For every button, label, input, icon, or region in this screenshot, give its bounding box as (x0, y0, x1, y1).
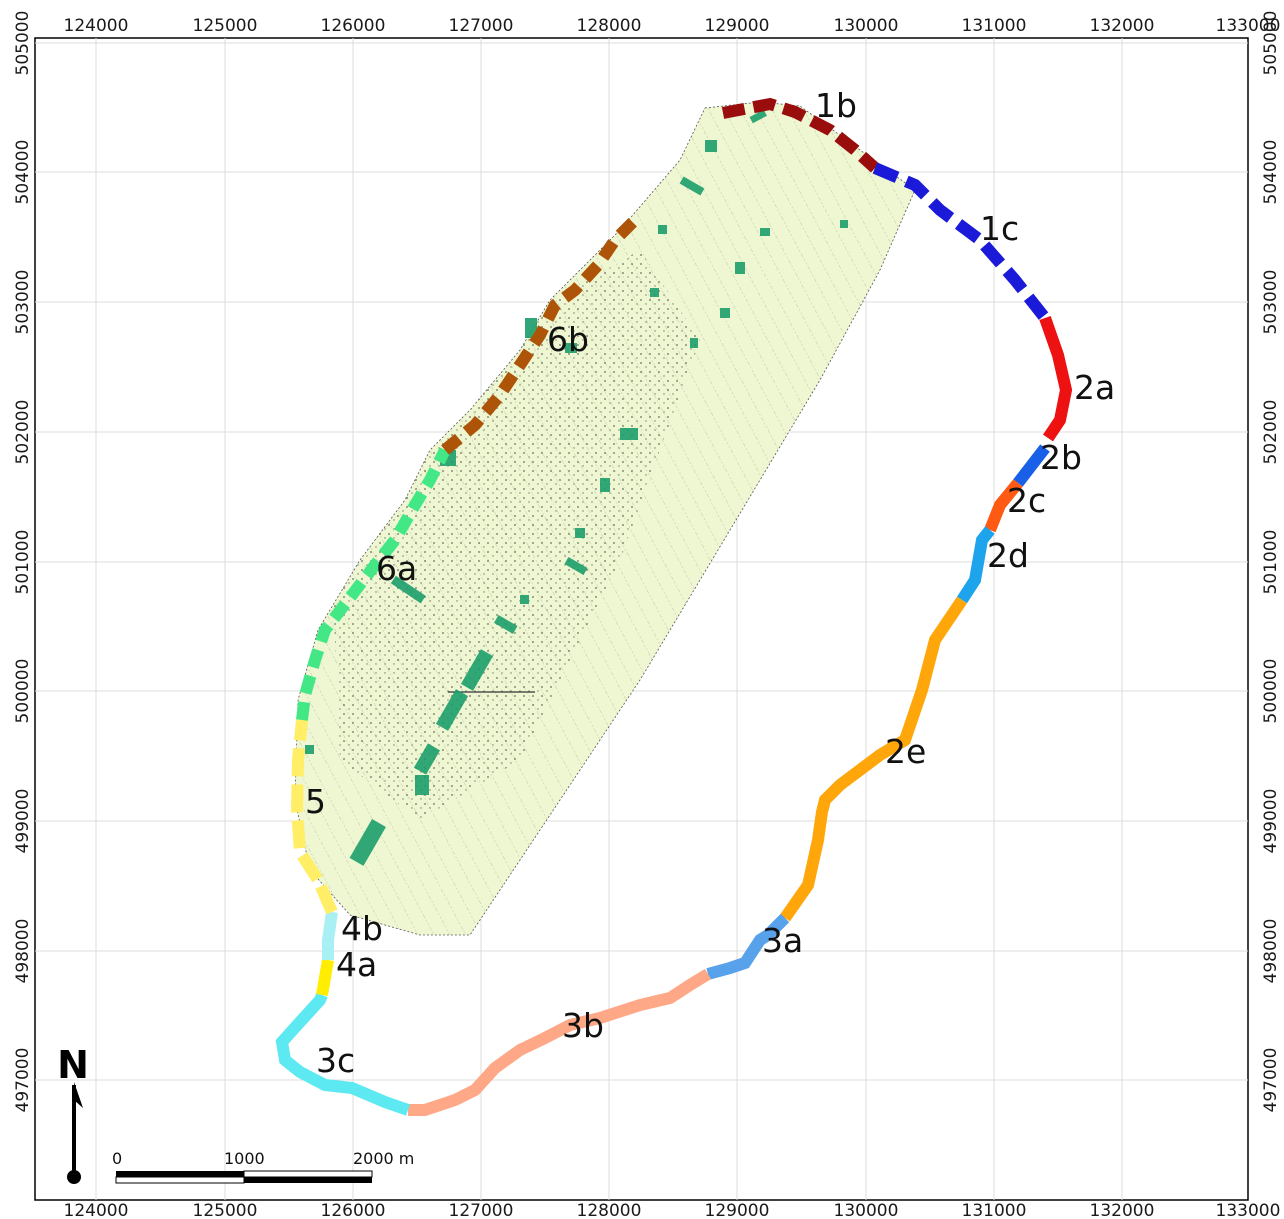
y-tick-label: 501000 (1261, 530, 1281, 595)
y-tick-label: 499000 (1261, 789, 1281, 854)
y-tick-label: 498000 (13, 919, 33, 984)
segment-2b-line (1013, 444, 1050, 487)
x-tick-label: 130000 (834, 1201, 899, 1219)
x-axis-top: 124000 125000 126000 127000 128000 12900… (64, 16, 1281, 36)
x-tick-label: 125000 (193, 16, 258, 36)
x-tick-label: 127000 (449, 16, 514, 36)
label-3a: 3a (762, 921, 803, 960)
scale-bar: 0 1000 2000 m (112, 1149, 414, 1184)
label-4b: 4b (341, 909, 383, 948)
label-1c: 1c (980, 209, 1019, 248)
label-1b: 1b (815, 86, 857, 125)
x-tick-label: 130000 (834, 16, 899, 36)
segment-3a-line (706, 913, 790, 980)
segment-3c-line (275, 992, 410, 1116)
segment-1b-line (721, 97, 880, 173)
y-tick-label: 498000 (1261, 919, 1281, 984)
y-tick-label: 504000 (13, 140, 33, 205)
y-tick-label: 502000 (13, 400, 33, 465)
y-axis-right: 505000 504000 503000 502000 501000 50000… (1261, 11, 1281, 1113)
y-axis-left: 505000 504000 503000 502000 501000 50000… (13, 11, 33, 1113)
segment-1c-line (872, 162, 1050, 322)
x-tick-label: 133000 (1216, 1201, 1281, 1219)
x-tick-label: 132000 (1090, 16, 1155, 36)
segment-4b-line (322, 911, 338, 960)
y-tick-label: 500000 (1261, 659, 1281, 724)
scale-label-2000: 2000 m (353, 1149, 414, 1168)
x-axis-bottom: 124000 125000 126000 127000 128000 12900… (64, 1201, 1281, 1219)
label-2a: 2a (1074, 368, 1115, 407)
y-tick-label: 503000 (1261, 270, 1281, 335)
label-6b: 6b (547, 320, 589, 359)
x-tick-label: 128000 (577, 16, 642, 36)
x-tick-label: 124000 (64, 1201, 129, 1219)
x-tick-label: 129000 (705, 16, 770, 36)
grid (35, 38, 1248, 1200)
y-tick-label: 499000 (13, 789, 33, 854)
x-tick-label: 125000 (193, 1201, 258, 1219)
y-tick-label: 497000 (1261, 1048, 1281, 1113)
segment-5-line (290, 719, 338, 915)
segment-2e-line (780, 596, 967, 922)
y-tick-label: 505000 (13, 11, 33, 76)
y-tick-label: 497000 (13, 1048, 33, 1113)
segment-2c-line (984, 479, 1023, 533)
segment-3b-line (408, 968, 712, 1116)
segment-2a-line (1039, 316, 1073, 442)
label-2d: 2d (987, 536, 1029, 575)
x-tick-label: 133000 (1216, 16, 1281, 36)
x-tick-label: 127000 (449, 1201, 514, 1219)
label-2c: 2c (1007, 481, 1046, 520)
segment-2d-line (956, 526, 995, 604)
label-5: 5 (305, 782, 326, 821)
label-2e: 2e (885, 732, 926, 771)
green-patches (305, 109, 848, 866)
y-tick-label: 501000 (13, 530, 33, 595)
dike-segments (275, 97, 1073, 1116)
label-3c: 3c (316, 1041, 355, 1080)
scale-label-1000: 1000 (224, 1149, 265, 1168)
y-tick-label: 505000 (1261, 11, 1281, 76)
x-tick-label: 131000 (962, 1201, 1027, 1219)
x-tick-label: 131000 (962, 16, 1027, 36)
x-tick-label: 132000 (1090, 1201, 1155, 1219)
segment-4a-line (316, 958, 334, 997)
segment-6a-line (296, 447, 451, 721)
y-tick-label: 500000 (13, 659, 33, 724)
y-tick-label: 502000 (1261, 400, 1281, 465)
x-tick-label: 128000 (577, 1201, 642, 1219)
label-2b: 2b (1040, 438, 1082, 477)
segment-6b-line (441, 215, 640, 455)
label-6a: 6a (376, 549, 417, 588)
x-tick-label: 126000 (321, 1201, 386, 1219)
y-tick-label: 504000 (1261, 140, 1281, 205)
north-label: N (57, 1043, 89, 1087)
scale-label-0: 0 (112, 1149, 122, 1168)
label-4a: 4a (336, 945, 377, 984)
y-tick-label: 503000 (13, 270, 33, 335)
label-3b: 3b (562, 1006, 604, 1045)
x-tick-label: 129000 (705, 1201, 770, 1219)
north-arrow-icon: N (57, 1043, 89, 1184)
x-tick-label: 124000 (64, 16, 129, 36)
x-tick-label: 126000 (321, 16, 386, 36)
segment-labels: 1b 1c 2a 2b 2c 2d 2e 3a 3b 3c 4a 4b 5 6a… (305, 86, 1115, 1080)
